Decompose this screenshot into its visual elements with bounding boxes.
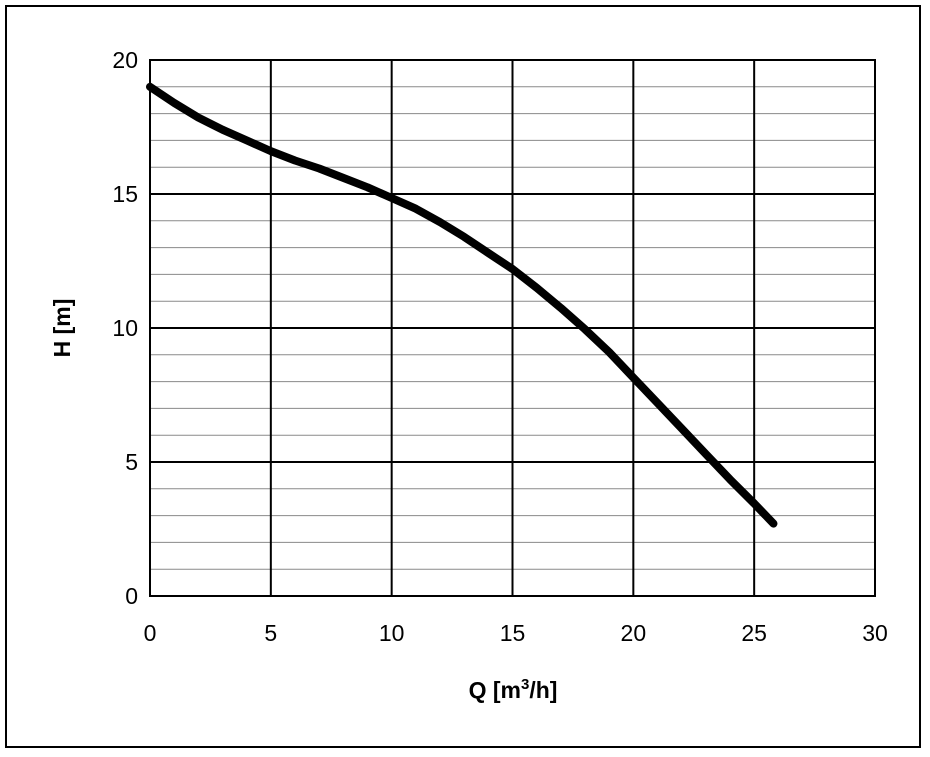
series-line: [146, 82, 778, 528]
plot-area: [149, 59, 876, 597]
chart-frame: [5, 5, 921, 748]
y-tick-label: 15: [112, 181, 138, 207]
y-tick-label: 5: [125, 449, 138, 475]
x-tick-label: 30: [862, 620, 888, 646]
x-tick-label: 15: [500, 620, 526, 646]
y-tick-labels: 0 5 10 15 20: [112, 47, 138, 609]
x-tick-label: 5: [264, 620, 277, 646]
y-tick-label: 20: [112, 47, 138, 73]
y-tick-label: 10: [112, 315, 138, 341]
series-group: [146, 82, 778, 528]
y-axis-label: H [m]: [49, 299, 75, 358]
x-axis-label: Q [m3/h]: [469, 676, 558, 703]
y-tick-label: 0: [125, 583, 138, 609]
x-tick-label: 20: [621, 620, 647, 646]
x-tick-labels: 0 5 10 15 20 25 30: [144, 620, 888, 646]
x-tick-label: 25: [741, 620, 767, 646]
x-tick-label: 0: [144, 620, 157, 646]
x-tick-label: 10: [379, 620, 405, 646]
